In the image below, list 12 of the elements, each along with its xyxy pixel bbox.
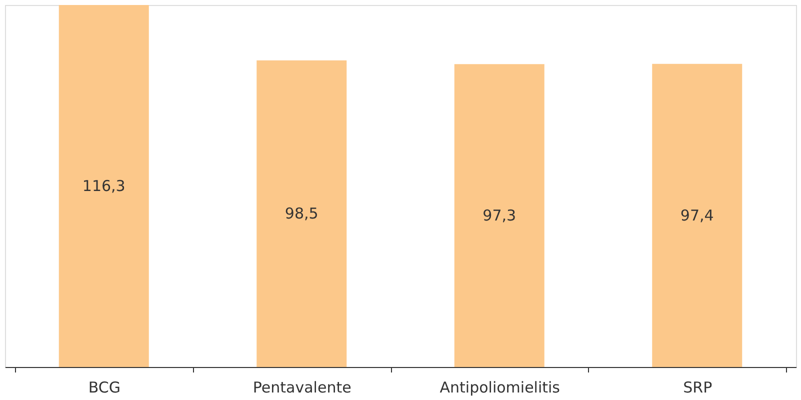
bar — [256, 60, 347, 367]
data-label: 116,3 — [82, 177, 126, 195]
x-tick-label: Antipoliomielitis — [440, 378, 560, 396]
data-label: 97,4 — [680, 206, 714, 224]
bar — [652, 64, 742, 367]
bar — [454, 64, 544, 367]
x-tick-label: BCG — [88, 378, 120, 396]
x-tick-label: SRP — [683, 378, 712, 396]
bar — [58, 5, 149, 367]
data-label: 98,5 — [284, 204, 318, 223]
data-label: 97,3 — [482, 206, 516, 225]
x-tick-label: Pentavalente — [252, 378, 352, 396]
